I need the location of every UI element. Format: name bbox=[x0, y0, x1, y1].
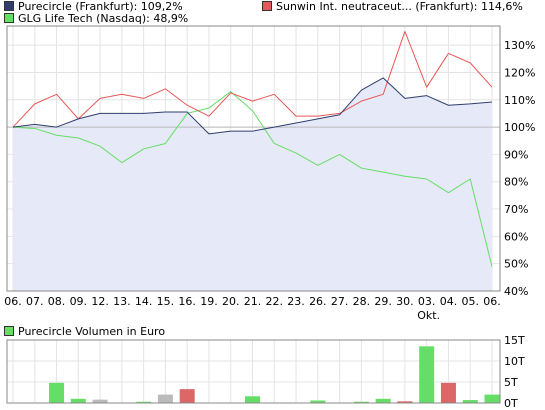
volume-bar bbox=[179, 389, 195, 403]
volume-bar bbox=[157, 394, 173, 403]
volume-bar bbox=[462, 400, 478, 403]
x-tick-label: 06. bbox=[483, 295, 501, 308]
x-tick-label: 04. bbox=[440, 295, 458, 308]
volume-y-tick-label: 15T bbox=[504, 334, 525, 347]
x-tick-label: 16. bbox=[178, 295, 196, 308]
legend-swatch-volume bbox=[4, 326, 14, 336]
legend-label-sunwin: Sunwin Int. neutraceut... (Frankfurt): 1… bbox=[276, 0, 523, 13]
volume-chart-gridlines bbox=[7, 339, 500, 404]
main-chart-series bbox=[12, 30, 493, 267]
y-tick-label: 120% bbox=[504, 66, 535, 79]
volume-bar bbox=[375, 398, 391, 403]
x-tick-label: 21. bbox=[244, 295, 262, 308]
legend-item-sunwin: Sunwin Int. neutraceut... (Frankfurt): 1… bbox=[262, 0, 523, 14]
volume-y-tick-label: 5T bbox=[504, 376, 518, 389]
x-axis-tick-labels: 06. 07. 08. 09. 12. 13. 14. 15. 16. 19. 20. 21. 22. 2… bbox=[4, 295, 501, 322]
x-tick-label: 09. bbox=[70, 295, 88, 308]
legend-label-volume: Purecircle Volumen in Euro bbox=[18, 325, 166, 338]
main-chart-y-tick-labels: 40% 50% 60% 70% 80% 90% 100% 110% 120% 130% bbox=[504, 39, 535, 298]
legend-swatch-purecircle bbox=[4, 1, 14, 11]
purecircle-line bbox=[12, 77, 493, 135]
volume-chart-y-tick-labels: 0T 5T 10T 15T bbox=[504, 334, 525, 410]
x-tick-label: 29. bbox=[374, 295, 392, 308]
x-tick-label: 13. bbox=[113, 295, 131, 308]
y-tick-label: 110% bbox=[504, 94, 535, 107]
x-tick-label: 28. bbox=[353, 295, 371, 308]
x-tick-label: 27. bbox=[331, 295, 349, 308]
y-tick-label: 80% bbox=[504, 176, 528, 189]
main-chart-frame bbox=[6, 25, 501, 292]
x-tick-label: 22. bbox=[266, 295, 284, 308]
volume-bar bbox=[440, 382, 456, 403]
purecircle-area-fill bbox=[13, 77, 492, 291]
x-tick-label: 08. bbox=[48, 295, 66, 308]
x-tick-label: 12. bbox=[91, 295, 109, 308]
y-tick-label: 40% bbox=[504, 285, 528, 298]
y-tick-label: 70% bbox=[504, 203, 528, 216]
volume-bar bbox=[397, 401, 413, 403]
x-tick-label: 03. bbox=[418, 295, 436, 308]
legend-swatch-glg bbox=[4, 13, 14, 23]
volume-chart-bars bbox=[49, 346, 500, 403]
volume-bar bbox=[49, 382, 65, 403]
x-tick-label: 06. bbox=[4, 295, 22, 308]
glg-line bbox=[12, 91, 493, 267]
x-tick-label: 20. bbox=[222, 295, 240, 308]
volume-y-tick-label: 0T bbox=[504, 397, 518, 410]
volume-y-tick-label: 10T bbox=[504, 355, 525, 368]
x-tick-label: 05. bbox=[461, 295, 479, 308]
x-tick-label: 30. bbox=[396, 295, 414, 308]
x-tick-label: 15. bbox=[157, 295, 175, 308]
legend-label-glg: GLG Life Tech (Nasdaq): 48,9% bbox=[18, 12, 189, 25]
volume-bar bbox=[419, 346, 435, 403]
x-tick-label: 14. bbox=[135, 295, 153, 308]
legend-item-purecircle: Purecircle (Frankfurt): 109,2% bbox=[4, 0, 183, 14]
x-tick-label: 26. bbox=[309, 295, 327, 308]
x-tick-label: 23. bbox=[287, 295, 305, 308]
x-tick-label: 19. bbox=[200, 295, 218, 308]
y-tick-label: 60% bbox=[504, 230, 528, 243]
volume-bar bbox=[70, 398, 86, 403]
volume-bar bbox=[92, 399, 108, 403]
legend-item-volume: Purecircle Volumen in Euro bbox=[4, 325, 165, 339]
x-tick-label: 07. bbox=[26, 295, 44, 308]
volume-bar bbox=[245, 396, 260, 403]
x-month-label: Okt. bbox=[417, 309, 440, 322]
sunwin-line bbox=[12, 30, 493, 128]
legend-label-purecircle: Purecircle (Frankfurt): 109,2% bbox=[18, 0, 183, 13]
y-tick-label: 50% bbox=[504, 258, 528, 271]
y-tick-label: 130% bbox=[504, 39, 535, 52]
y-tick-label: 100% bbox=[504, 121, 535, 134]
legend-item-glg: GLG Life Tech (Nasdaq): 48,9% bbox=[4, 12, 188, 26]
volume-chart-frame bbox=[6, 339, 501, 404]
y-tick-label: 90% bbox=[504, 148, 528, 161]
volume-chart-background bbox=[7, 340, 500, 403]
volume-bar bbox=[484, 394, 500, 403]
volume-bar bbox=[136, 401, 152, 403]
volume-bar bbox=[353, 401, 369, 403]
legend-swatch-sunwin bbox=[262, 1, 272, 11]
volume-bar bbox=[310, 400, 326, 403]
